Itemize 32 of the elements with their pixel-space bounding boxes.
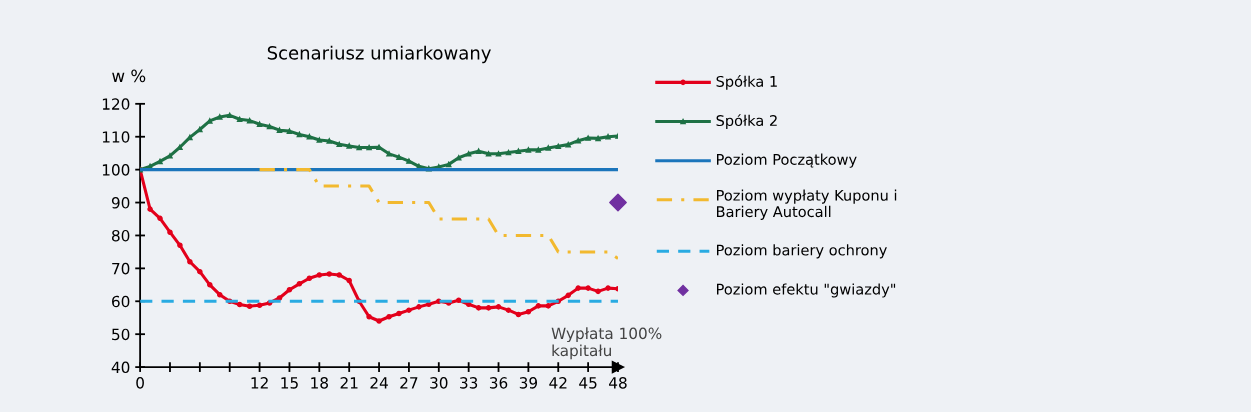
y-tick-label: 60: [112, 295, 130, 308]
legend-label: Spółka 1: [716, 75, 777, 90]
x-tick-label: 0: [136, 377, 144, 389]
x-tick-label: 42: [549, 377, 567, 389]
x-tick-label: 15: [281, 377, 298, 389]
x-tick-label: 27: [400, 377, 418, 389]
y-tick-label: 50: [112, 328, 130, 341]
legend-label: Poziom efektu "gwiazdy": [717, 283, 896, 298]
x-tick-label: 30: [430, 377, 448, 389]
y-tick-label: 40: [111, 361, 130, 374]
annotation: Wypłata 100% kapitału: [551, 327, 662, 360]
x-tick-label: 21: [340, 377, 358, 389]
x-tick-label: 12: [251, 377, 268, 389]
legend-label: Poziom bariery ochrony: [717, 244, 887, 259]
y-tick-label: 90: [111, 197, 130, 209]
legend-label: Spółka 2: [716, 114, 777, 129]
y-tick-label: 80: [111, 229, 130, 242]
chart-title: Scenariusz umiarkowany: [267, 45, 491, 64]
y-tick-label: 110: [102, 131, 130, 143]
x-tick-label: 45: [579, 377, 597, 389]
x-tick-label: 48: [609, 377, 627, 389]
x-tick-label: 24: [370, 377, 388, 389]
x-tick-label: 39: [519, 377, 538, 389]
y-tick-label: 120: [102, 98, 130, 110]
x-tick-label: 33: [460, 377, 478, 389]
legend-label: Poziom wypłaty Kuponu i Bariery Autocall: [717, 189, 897, 220]
y-tick-label: 100: [102, 164, 130, 176]
y-tick-label: 70: [112, 262, 130, 275]
y-axis-title: w %: [112, 69, 146, 83]
legend-label: Poziom Początkowy: [717, 153, 857, 168]
x-tick-label: 18: [311, 377, 328, 389]
x-tick-label: 36: [489, 377, 508, 389]
